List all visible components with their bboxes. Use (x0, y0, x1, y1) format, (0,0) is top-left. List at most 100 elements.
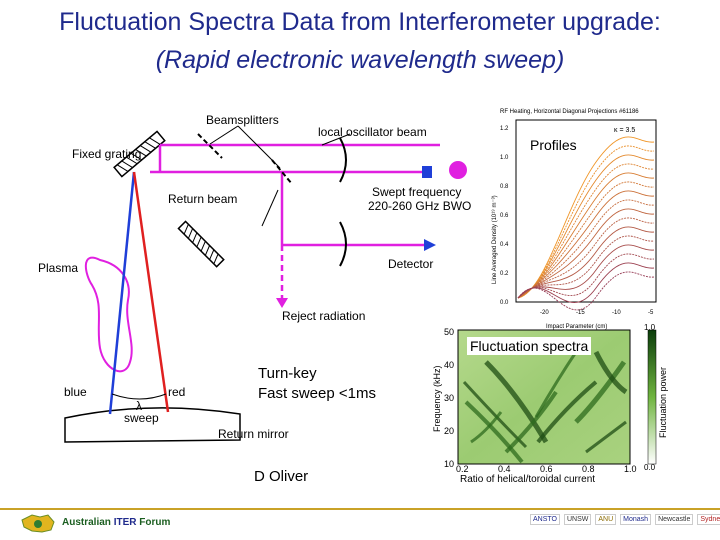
profiles-ytick: 1.2 (500, 126, 509, 132)
note-author: D Oliver (254, 468, 309, 485)
sweep-label: sweep (124, 411, 159, 425)
spectral-streak (585, 420, 627, 454)
beamsplitter-2 (271, 159, 293, 185)
profile-curve (517, 253, 655, 299)
spectra-xticks: 0.2 0.4 0.6 0.8 1.0 (456, 464, 637, 474)
partner-logo-unsw: UNSW (564, 514, 592, 525)
profiles-ytick: 0.2 (500, 271, 509, 277)
bwo-emitter (449, 161, 467, 179)
lens-upper (339, 137, 347, 183)
spectral-streak (534, 351, 578, 418)
interferometer-diagram: Beamsplitters local oscillator beam Fixe… (38, 113, 471, 443)
beamsplitter-1 (197, 133, 223, 159)
australia-map-icon (21, 514, 55, 533)
footer-org-suffix: Forum (139, 517, 171, 528)
profile-curve (517, 163, 655, 299)
profiles-xtick: -5 (648, 310, 654, 316)
profiles-ytick: 0.6 (500, 213, 509, 219)
colorbar-label: Fluctuation power (658, 367, 668, 438)
pointer-lines (209, 125, 351, 227)
spectra-ylabel: Frequency (kHz) (432, 365, 442, 432)
profiles-legend: κ = 3.5 (614, 127, 635, 134)
profiles-header: RF Heating, Horizontal Diagonal Projecti… (500, 109, 639, 115)
profiles-box-label: Profiles (527, 136, 580, 154)
spectral-streak (504, 390, 558, 454)
partner-logos: ANSTO UNSW ANU Monash Newcastle Sydney (530, 514, 720, 525)
profile-curve (517, 217, 655, 299)
profile-curve (517, 136, 655, 299)
footer-org-name: Australian ITER Forum (62, 517, 170, 528)
spectra-xtick: 0.2 (456, 464, 469, 474)
profiles-xticks: -20 -15 -10 -5 (540, 310, 654, 316)
page-title: Fluctuation Spectra Data from Interferom… (59, 8, 661, 36)
local-oscillator-label: local oscillator beam (318, 125, 427, 139)
return-mirror (64, 407, 241, 443)
partner-logo-monash: Monash (620, 514, 652, 525)
colorbar (647, 329, 657, 465)
spectra-box-label: Fluctuation spectra (467, 337, 592, 355)
blue-beam (108, 171, 136, 415)
profiles-ytick: 1.0 (500, 155, 509, 161)
spectrogram-streaks (462, 350, 628, 464)
spectra-xtick: 1.0 (624, 464, 637, 474)
profiles-curves (517, 136, 655, 311)
bwo-source (422, 166, 432, 178)
profiles-xlabel: Impact Parameter (cm) (546, 324, 607, 330)
sweep-arc (111, 393, 167, 400)
red-beam (132, 171, 170, 413)
reject-radiation-label: Reject radiation (282, 309, 365, 323)
profile-curve (517, 181, 655, 299)
colorbar-bottom: 0.0 (644, 463, 656, 472)
spectral-streak (464, 400, 524, 464)
return-beam-label: Return beam (168, 192, 237, 206)
profiles-ylabel: Line Averaged Density (10¹⁹ m⁻³) (491, 195, 498, 284)
spectra-xtick: 0.6 (540, 464, 553, 474)
fixed-grating (113, 130, 166, 178)
footer-org-prefix: Australian (62, 517, 111, 528)
profile-curve (517, 235, 655, 299)
profiles-xtick: -15 (576, 310, 585, 316)
profile-curve (517, 208, 655, 299)
partner-logo-sydney: Sydney (697, 514, 720, 525)
profile-curve (517, 244, 655, 299)
return-beam-mirror (177, 220, 225, 268)
profiles-xtick: -20 (540, 310, 549, 316)
profiles-yticks: 1.2 1.0 0.8 0.6 0.4 0.2 0.0 (500, 126, 509, 306)
spectral-streak (574, 360, 627, 424)
spectra-ytick: 10 (444, 459, 454, 469)
fixed-grating-label-text: Fixed grating (72, 147, 141, 161)
spectra-ytick: 30 (444, 393, 454, 403)
spectral-streak (470, 411, 503, 444)
spectral-streak (484, 360, 549, 444)
footer-org-highlight: ITER (113, 517, 137, 528)
spectral-streak (462, 380, 528, 449)
profiles-ytick: 0.0 (500, 300, 509, 306)
fixed-grating-label: Fixed grating (72, 147, 141, 161)
partner-logo-ansto: ANSTO (530, 514, 560, 525)
partner-logo-newcastle: Newcastle (655, 514, 694, 525)
profile-curve (517, 199, 655, 299)
spectra-xtick: 0.8 (582, 464, 595, 474)
spectra-yticks: 50 40 30 20 10 (444, 327, 454, 469)
profile-curve (517, 145, 655, 299)
spectral-streak (593, 350, 628, 395)
partner-logo-anu: ANU (595, 514, 617, 525)
colorbar-top: 1.0 (644, 323, 656, 332)
profile-curve (517, 154, 655, 299)
profile-curve (517, 190, 655, 299)
spectra-ytick: 50 (444, 327, 454, 337)
frequency-range-label: 220-260 GHz BWO (368, 199, 471, 213)
reject-arrow (276, 298, 288, 308)
page-subtitle: (Rapid electronic wavelength sweep) (155, 46, 565, 74)
lens-lower (339, 221, 347, 267)
profiles-ytick: 0.8 (500, 184, 509, 190)
beamsplitters-label: Beamsplitters (206, 113, 279, 127)
spectra-xlabel: Ratio of helical/toroidal current (460, 474, 595, 482)
detector-arrow (424, 239, 436, 251)
red-label: red (168, 385, 185, 399)
spectra-ytick: 20 (444, 426, 454, 436)
note-fast-sweep: Fast sweep <1ms (258, 385, 376, 402)
blue-label: blue (64, 385, 87, 399)
profile-curve (517, 262, 655, 303)
profiles-axes (515, 119, 657, 303)
